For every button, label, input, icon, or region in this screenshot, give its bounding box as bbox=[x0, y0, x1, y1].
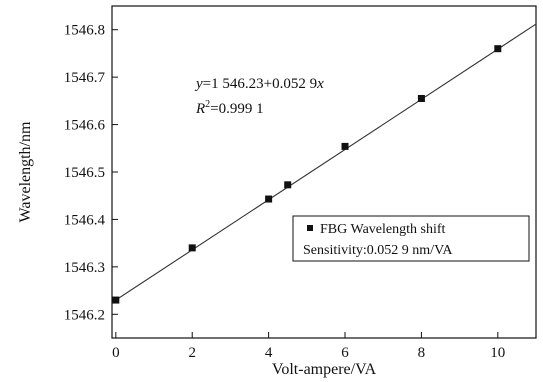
data-point bbox=[341, 142, 349, 150]
y-tick-label: 1546.3 bbox=[64, 260, 105, 276]
x-tick-label: 10 bbox=[490, 345, 505, 361]
legend: FBG Wavelength shift Sensitivity:0.052 9… bbox=[292, 215, 530, 262]
data-point bbox=[494, 45, 502, 53]
x-tick-label: 2 bbox=[188, 345, 196, 361]
y-axis-title: Wavelength/nm bbox=[17, 121, 34, 222]
x-tick-label: 0 bbox=[112, 345, 120, 361]
data-point bbox=[284, 181, 292, 189]
legend-label: FBG Wavelength shift bbox=[320, 222, 445, 237]
x-tick-label: 4 bbox=[265, 345, 273, 361]
x-tick-label: 6 bbox=[341, 345, 349, 361]
data-points bbox=[112, 45, 502, 304]
x-tick-label: 8 bbox=[418, 345, 426, 361]
data-point bbox=[265, 195, 273, 203]
plot-frame bbox=[111, 5, 537, 339]
data-point bbox=[417, 94, 425, 102]
data-point bbox=[112, 296, 120, 304]
x-axis-title: Volt-ampere/VA bbox=[272, 361, 377, 378]
y-tick-label: 1546.2 bbox=[64, 307, 105, 323]
y-tick-label: 1546.6 bbox=[64, 118, 106, 134]
fit-equation: y=1 546.23+0.052 9x bbox=[194, 76, 324, 92]
r-squared: R2=0.999 1 bbox=[195, 99, 264, 117]
legend-sensitivity: Sensitivity:0.052 9 nm/VA bbox=[303, 243, 453, 258]
y-tick-label: 1546.8 bbox=[64, 23, 105, 39]
legend-marker bbox=[307, 225, 313, 231]
axis-ticks: 0 2 4 6 8 10 1546.2 1546.3 1546.4 1546.5 1546.6 154… bbox=[64, 23, 506, 361]
y-tick-label: 1546.5 bbox=[64, 165, 105, 181]
data-point bbox=[188, 244, 196, 252]
y-tick-label: 1546.4 bbox=[64, 212, 106, 228]
fit-line bbox=[111, 23, 537, 304]
y-tick-label: 1546.7 bbox=[64, 70, 106, 86]
fit-line-layer bbox=[111, 23, 537, 304]
legend-box bbox=[292, 215, 530, 262]
